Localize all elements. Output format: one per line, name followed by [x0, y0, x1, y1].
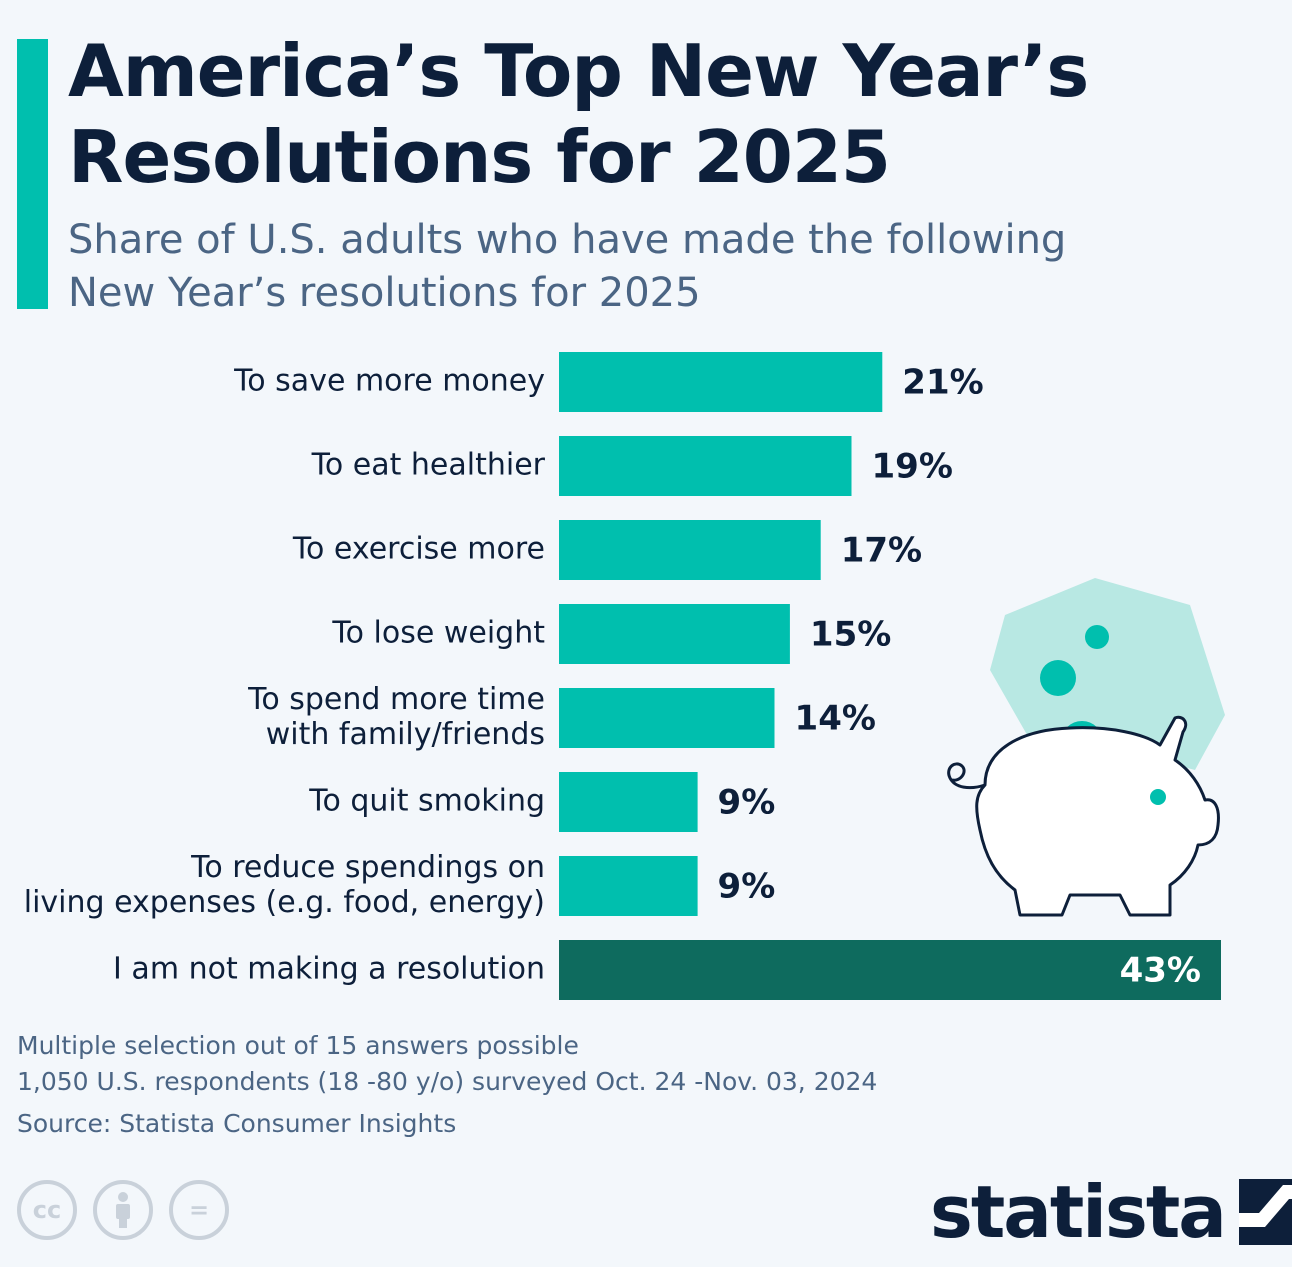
note-selection: Multiple selection out of 15 answers pos… — [17, 1031, 579, 1060]
value-label-2: 17% — [841, 531, 922, 571]
bar-2 — [559, 520, 821, 580]
bar-chart: To save more money 21% To eat healthier 19%… — [24, 352, 1225, 1000]
value-label-3: 15% — [810, 615, 891, 655]
license-icons: cc = — [17, 1180, 229, 1240]
statista-logo[interactable]: statista — [930, 1170, 1292, 1254]
value-label-6: 9% — [718, 867, 776, 907]
note-respondents: 1,050 U.S. respondents (18 -80 y/o) surv… — [17, 1067, 878, 1096]
category-label-3: To lose weight — [331, 616, 545, 651]
no-derivatives-icon[interactable]: = — [169, 1180, 229, 1240]
accent-bar — [17, 39, 48, 309]
bar-5 — [559, 772, 698, 832]
category-label-2: To exercise more — [292, 532, 545, 567]
value-label-4: 14% — [795, 699, 876, 739]
chart-notes: Multiple selection out of 15 answers pos… — [17, 1028, 917, 1142]
chart-title: America’s Top New Year’s Resolutions for… — [68, 29, 1089, 199]
bars-group: To save more money 21% To eat healthier 19%… — [24, 352, 1221, 1000]
category-label-5: To quit smoking — [308, 784, 545, 819]
bar-4 — [559, 688, 775, 748]
brand-name: statista — [930, 1170, 1227, 1254]
value-label-5: 9% — [718, 783, 776, 823]
bar-6 — [559, 856, 698, 916]
bar-3 — [559, 604, 790, 664]
category-label-6: To reduce spendings on living expenses (e… — [24, 850, 545, 920]
source-note: Source: Statista Consumer Insights — [17, 1109, 457, 1138]
value-label-0: 21% — [902, 363, 983, 403]
value-label-1: 19% — [872, 447, 953, 487]
bar-1 — [559, 436, 852, 496]
category-label-0: To save more money — [233, 364, 545, 399]
value-label-7: 43% — [1120, 951, 1201, 991]
statista-logo-icon — [1238, 1179, 1292, 1245]
piggy-bank-icon — [947, 578, 1225, 917]
category-label-1: To eat healthier — [311, 448, 546, 483]
chart-subtitle: Share of U.S. adults who have made the f… — [68, 217, 1067, 316]
cc-license-icon[interactable]: cc — [17, 1180, 77, 1240]
bar-0 — [559, 352, 883, 412]
category-label-7: I am not making a resolution — [113, 952, 545, 987]
attribution-icon[interactable] — [93, 1180, 153, 1240]
bar-7 — [559, 940, 1221, 1000]
category-label-4: To spend more time with family/friends — [247, 682, 545, 752]
